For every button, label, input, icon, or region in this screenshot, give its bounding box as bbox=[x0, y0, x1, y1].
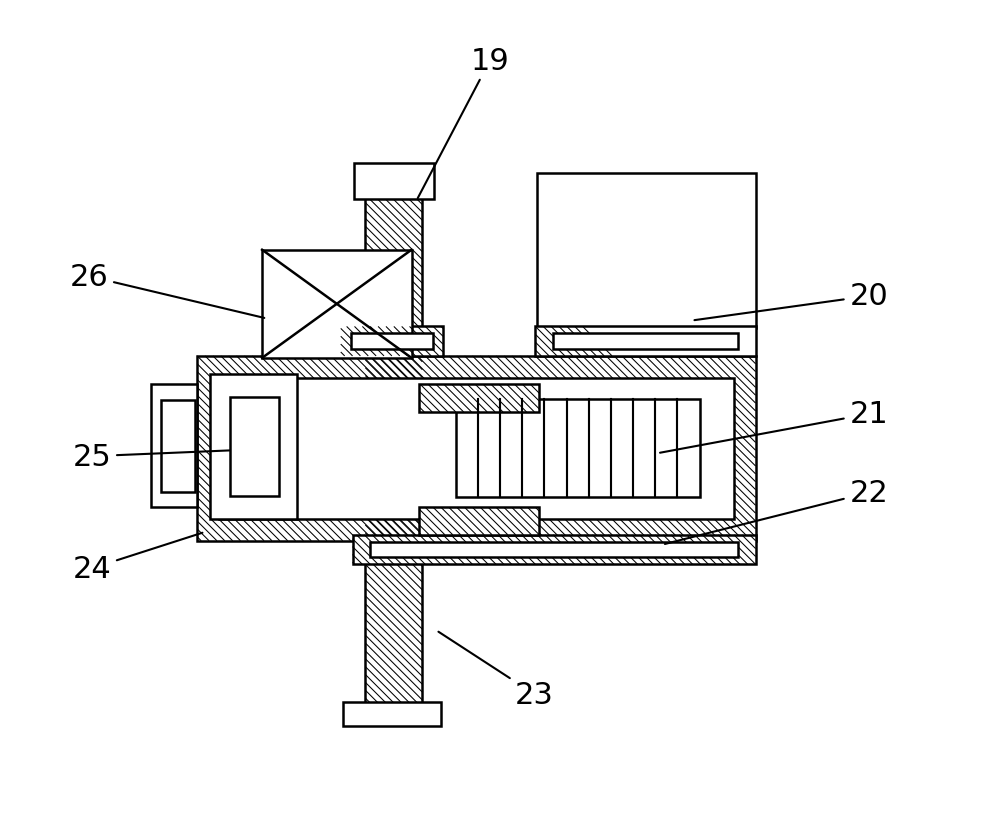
Bar bbox=[151, 385, 197, 508]
Text: 26: 26 bbox=[70, 262, 264, 319]
Text: 24: 24 bbox=[73, 533, 202, 583]
Bar bbox=[353, 535, 756, 564]
Text: 20: 20 bbox=[694, 282, 888, 321]
Text: 19: 19 bbox=[418, 47, 510, 199]
Bar bbox=[419, 385, 539, 413]
Bar bbox=[456, 400, 700, 498]
Bar bbox=[419, 508, 539, 535]
Bar bbox=[365, 198, 422, 712]
Bar bbox=[354, 164, 434, 199]
Text: 22: 22 bbox=[665, 478, 888, 545]
Bar bbox=[535, 327, 756, 356]
Bar bbox=[341, 327, 443, 356]
Bar bbox=[370, 542, 738, 558]
Bar bbox=[262, 251, 412, 359]
Bar bbox=[210, 374, 297, 519]
Text: 23: 23 bbox=[438, 632, 554, 708]
Bar bbox=[351, 334, 433, 350]
Bar bbox=[537, 174, 756, 329]
Bar bbox=[197, 356, 756, 541]
Text: 25: 25 bbox=[73, 442, 230, 471]
Bar bbox=[219, 378, 734, 519]
Bar bbox=[161, 400, 195, 492]
Bar bbox=[343, 702, 441, 726]
Bar bbox=[553, 334, 738, 350]
Bar bbox=[230, 398, 279, 495]
Text: 21: 21 bbox=[660, 400, 888, 453]
